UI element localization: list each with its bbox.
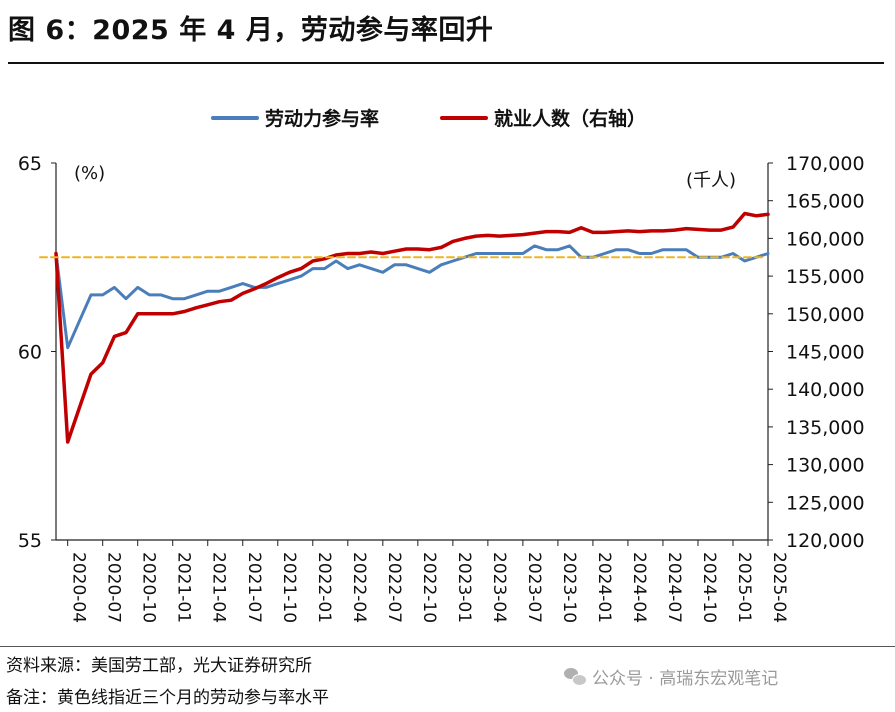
chart-title: 图 6：2025 年 4 月，劳动参与率回升 <box>8 15 494 46</box>
x-tick-label: 2025-01 <box>734 552 754 623</box>
footer-divider <box>0 646 895 647</box>
legend-label: 就业人数（右轴） <box>494 107 646 130</box>
x-tick-label: 2021-04 <box>209 552 229 623</box>
title-divider <box>8 62 884 64</box>
right-tick-label: 170,000 <box>786 153 865 175</box>
source-note: 资料来源：美国劳工部，光大证券研究所 <box>6 656 312 676</box>
x-tick-label: 2020-07 <box>104 552 124 623</box>
chart: 55 60 65 120,000 125,000 130,000 135,000 140,00… <box>18 107 865 623</box>
x-tick-label: 2020-10 <box>139 552 159 623</box>
x-tick-label: 2024-10 <box>699 552 719 623</box>
left-tick-label: 60 <box>18 342 42 364</box>
x-tick-label: 2023-10 <box>559 552 579 623</box>
right-tick-label: 125,000 <box>786 492 865 514</box>
watermark: 公众号 · 高瑞东宏观笔记 <box>564 664 778 689</box>
right-tick-label: 130,000 <box>786 455 865 477</box>
x-tick-label: 2025-04 <box>769 552 789 623</box>
remark-note: 备注：黄色线指近三个月的劳动参与率水平 <box>6 688 329 708</box>
x-tick-label: 2023-04 <box>489 552 509 623</box>
wechat-icon <box>564 667 587 686</box>
right-tick-label: 140,000 <box>786 379 865 401</box>
x-tick-label: 2021-01 <box>174 552 194 623</box>
right-tick-label: 150,000 <box>786 304 865 326</box>
x-tick-label: 2022-01 <box>314 552 334 623</box>
participation-rate-line <box>54 244 770 350</box>
right-tick-label: 165,000 <box>786 191 865 213</box>
right-tick-label: 135,000 <box>786 417 865 439</box>
right-tick-label: 155,000 <box>786 266 865 288</box>
watermark-text: 公众号 · 高瑞东宏观笔记 <box>592 669 779 689</box>
x-tick-label: 2024-07 <box>664 552 684 623</box>
x-tick-label: 2021-10 <box>279 552 299 623</box>
legend-label: 劳动力参与率 <box>265 107 379 130</box>
right-tick-label: 145,000 <box>786 342 865 364</box>
right-tick-label: 120,000 <box>786 530 865 552</box>
right-axis-unit: (千人) <box>686 170 736 191</box>
x-tick-label: 2024-04 <box>629 552 649 623</box>
x-tick-label: 2023-07 <box>524 552 544 623</box>
x-tick-label: 2020-04 <box>69 552 89 623</box>
x-tick-label: 2022-04 <box>349 552 369 623</box>
right-tick-label: 160,000 <box>786 228 865 250</box>
x-tick-label: 2021-07 <box>244 552 264 623</box>
left-tick-label: 55 <box>18 530 42 552</box>
left-tick-label: 65 <box>18 153 42 175</box>
x-tick-label: 2022-10 <box>419 552 439 623</box>
employment-line <box>54 211 770 444</box>
left-axis-unit: (%) <box>74 163 105 184</box>
x-tick-label: 2023-01 <box>454 552 474 623</box>
x-tick-label: 2024-01 <box>594 552 614 623</box>
x-tick-label: 2022-07 <box>384 552 404 623</box>
